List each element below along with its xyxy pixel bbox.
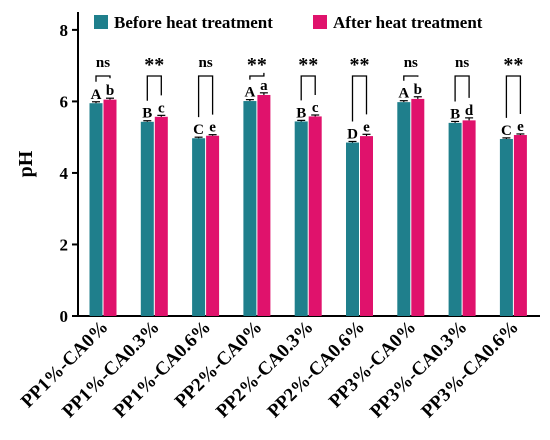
legend-swatch: [313, 15, 327, 29]
bar: [192, 138, 206, 316]
bar: [257, 94, 271, 316]
legend: Before heat treatment After heat treatmen…: [94, 13, 483, 32]
significance-letter: A: [244, 85, 255, 101]
bar: [308, 116, 322, 316]
y-tick-label: 4: [60, 164, 69, 183]
significance-bracket: [95, 75, 111, 82]
significance-bracket: [505, 75, 522, 118]
bar: [206, 135, 220, 316]
bar: [89, 103, 103, 316]
significance-mark: ns: [96, 55, 110, 71]
y-tick-label: 0: [60, 307, 69, 326]
significance-mark: **: [144, 54, 164, 76]
legend-label: Before heat treatment: [114, 13, 273, 32]
significance-mark: ns: [455, 55, 469, 71]
significance-bracket: [351, 75, 368, 122]
significance-letter: e: [209, 120, 216, 136]
bar: [140, 121, 154, 317]
significance-bracket: [403, 75, 419, 81]
bar: [294, 121, 308, 316]
significance-letter: B: [450, 106, 460, 122]
y-axis-label: pH: [15, 150, 37, 177]
significance-bracket: [249, 72, 265, 80]
significance-mark: **: [298, 54, 318, 76]
significance-mark: ns: [404, 55, 418, 71]
y-tick-label: 2: [60, 235, 69, 254]
significance-letter: b: [106, 83, 114, 99]
bar: [411, 98, 425, 316]
legend-label: After heat treatment: [333, 13, 483, 32]
bar: [513, 135, 527, 316]
significance-letter: B: [296, 105, 306, 121]
significance-letter: d: [465, 103, 474, 119]
significance-bracket: [197, 75, 214, 118]
significance-letter: D: [347, 126, 358, 142]
bar: [346, 142, 359, 316]
bar: [154, 116, 168, 316]
significance-bracket: [300, 75, 316, 101]
significance-letter: a: [260, 78, 268, 94]
y-tick-label: 8: [60, 21, 69, 40]
legend-swatch: [94, 15, 108, 29]
significance-letter: A: [91, 87, 102, 103]
significance-mark: ns: [199, 55, 213, 71]
significance-mark: **: [350, 54, 370, 76]
significance-letter: B: [142, 106, 152, 122]
significance-bracket: [146, 75, 162, 101]
significance-mark: **: [247, 54, 267, 76]
significance-letter: A: [398, 86, 409, 102]
significance-letter: e: [517, 119, 524, 135]
significance-mark: **: [503, 54, 523, 76]
bar: [243, 101, 257, 317]
bar: [462, 120, 476, 316]
significance-letter: e: [363, 119, 370, 135]
bar: [397, 102, 411, 316]
significance-letter: c: [312, 100, 319, 116]
significance-letter: c: [158, 100, 165, 116]
significance-letter: b: [414, 82, 422, 98]
significance-bracket: [454, 75, 470, 102]
bar: [499, 138, 513, 316]
bar: [448, 122, 462, 316]
bar: [103, 99, 117, 316]
significance-letter: C: [193, 122, 204, 138]
y-tick-label: 6: [60, 92, 69, 111]
significance-letter: C: [501, 123, 512, 139]
bar: [360, 136, 373, 316]
x-tick-label: PP1%-CA0%: [17, 317, 112, 412]
